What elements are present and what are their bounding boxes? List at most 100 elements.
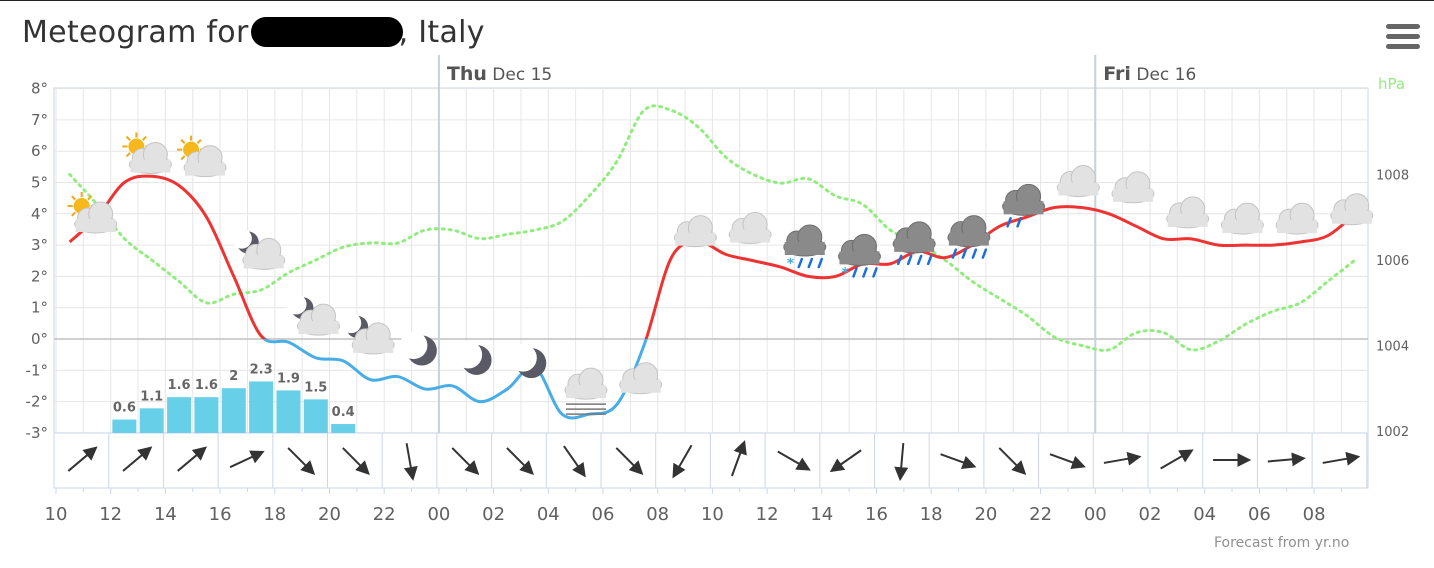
rain-icon [947,215,991,259]
partly-cloudy-day-icon [177,135,227,178]
title-prefix: Meteogram for [22,14,249,50]
wind-arrow [1322,451,1361,466]
cloud-part [894,238,935,252]
raindrop [926,254,933,266]
sleet-icon: * [783,224,827,272]
day-separators: Thu Dec 15 Fri Dec 16 [437,55,1196,433]
moon-shadow [341,312,362,334]
precipitation-label: 0.6 [113,401,136,416]
precipitation-bar [331,424,356,433]
cloudy-icon [1166,196,1210,229]
wind-arrow [177,446,207,472]
cloud-part [1003,201,1044,215]
precipitation-bar [167,397,192,433]
raindrop [916,254,923,266]
partly-cloudy-night-icon [341,312,395,355]
x-tick-label: 14 [810,504,833,525]
wind-arrow [67,446,98,472]
x-tick-label: 18 [263,504,286,525]
precipitation-label: 2.3 [250,362,273,377]
sun-ray [87,195,93,201]
partly-cloudy-day-icon [122,132,172,174]
precipitation-label: 1.9 [277,371,300,386]
x-tick-label: 10 [701,504,724,525]
x-tick-label: 18 [920,504,943,525]
y-right-tick-label: 1006 [1376,254,1409,269]
x-tick-label: 14 [154,504,177,525]
cloud-part [675,232,716,246]
cloud-part [730,229,771,243]
cloudy-icon [1275,202,1319,235]
precipitation-label: 0.4 [332,405,355,420]
menu-bar [1386,44,1420,49]
cloud-part [75,218,116,232]
cloud-part [948,232,989,246]
x-tick-label: 04 [1193,504,1216,525]
moon-shadow [509,344,537,372]
x-tick-label: 16 [209,504,232,525]
raindrop [906,254,913,266]
moon-shadow [286,294,307,315]
cloud-part [298,321,339,335]
wind-arrow [1103,451,1142,466]
precipitation-bar [221,388,246,433]
clear-night-icon [509,344,547,379]
pressure-line [68,104,1357,352]
menu-bar [1386,24,1420,29]
cloud-part [243,255,284,269]
y-left-tick-label: 1° [31,299,48,317]
precipitation-bars: 0.6 1.1 1.6 1.6 2 2.3 1.9 1.5 0.4 [112,362,356,433]
cloudy-icon [1330,193,1374,226]
wind-arrow [506,447,534,475]
hamburger-menu-icon[interactable] [1386,24,1420,54]
x-tick-label: 12 [756,504,779,525]
wind-arrow [229,450,265,469]
precipitation-bar [139,408,164,433]
menu-bar [1386,34,1420,39]
y-left-tick-label: 5° [31,174,48,192]
sun-ray [71,211,77,217]
raindrop [971,248,978,259]
wind-arrow [1049,453,1086,470]
cloud-part [1167,213,1208,227]
wind-arrow [403,443,418,481]
snowflake: * [787,256,795,272]
moon-shadow [454,340,483,369]
wind-arrow [672,444,693,479]
precipitation-label: 1.6 [168,378,191,393]
wind-arrow [730,440,747,477]
y-left-tick-label: 6° [31,142,48,160]
x-tick-label: 22 [373,504,396,525]
sun-ray [196,139,202,144]
fog-icon [564,367,608,415]
x-tick-label: 04 [537,504,560,525]
wind-row [67,440,1361,482]
y-left-tick-label: 2° [31,267,48,285]
precipitation-bar [249,381,274,433]
snowflake: * [841,265,849,281]
day-label: Thu Dec 15 [447,63,552,85]
wind-arrow [1160,449,1194,470]
wind-arrow [287,447,316,475]
credit-link[interactable]: Forecast from yr.no [1214,535,1350,551]
y-right-tick-label: 1008 [1376,169,1409,184]
wind-arrow [894,442,909,482]
y-left-tick-label: 7° [31,111,48,129]
x-tick-label: 06 [592,504,615,525]
cloudy-icon [1056,165,1100,198]
wind-arrow [563,445,586,478]
light-rain-icon [1002,183,1046,228]
cloud-part [353,339,394,353]
raindrop [981,248,988,259]
y-left-tick-label: 3° [31,236,48,254]
clear-night-icon [399,331,437,366]
cloudy-icon [619,362,663,395]
moon-shadow [399,331,428,360]
x-tick-label: 16 [865,504,888,525]
cloudy-icon [1111,171,1155,204]
temperature-line-below-zero [262,339,648,420]
day-label: Fri Dec 16 [1103,63,1196,85]
redacted-location [250,17,403,47]
raindrop [852,267,858,278]
